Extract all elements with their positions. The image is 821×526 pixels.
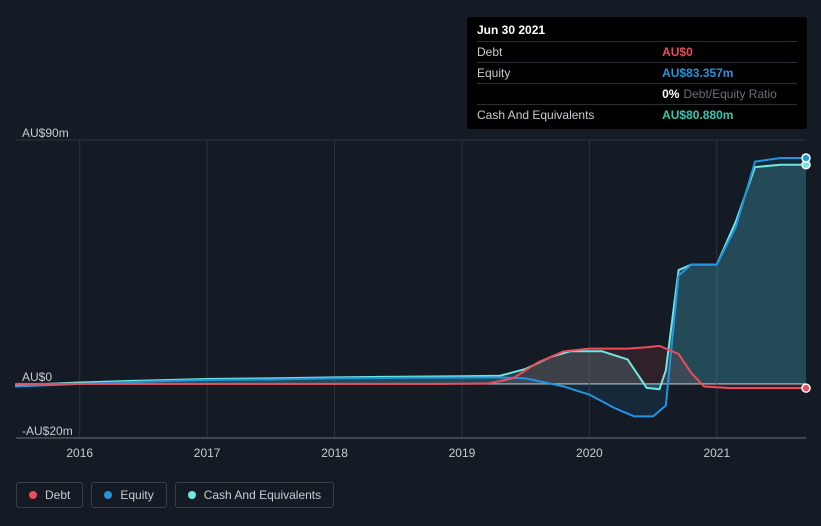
chart-plot (0, 0, 821, 526)
legend-dot-icon (188, 491, 196, 499)
x-tick-label: 2017 (194, 446, 221, 460)
legend-label: Debt (45, 488, 70, 502)
x-tick-label: 2021 (703, 446, 730, 460)
x-tick-label: 2016 (66, 446, 93, 460)
y-tick-label: AU$0 (22, 370, 52, 384)
legend-dot-icon (29, 491, 37, 499)
x-tick-label: 2019 (449, 446, 476, 460)
chart-legend: Debt Equity Cash And Equivalents (16, 482, 334, 508)
legend-item[interactable]: Cash And Equivalents (175, 482, 334, 508)
legend-dot-icon (104, 491, 112, 499)
y-tick-label: -AU$20m (22, 424, 73, 438)
legend-label: Cash And Equivalents (204, 488, 321, 502)
x-tick-label: 2020 (576, 446, 603, 460)
legend-label: Equity (120, 488, 153, 502)
y-tick-label: AU$90m (22, 126, 69, 140)
financial-chart-frame: Jun 30 2021 DebtAU$0EquityAU$83.357m0%De… (0, 0, 821, 526)
x-tick-label: 2018 (321, 446, 348, 460)
legend-item[interactable]: Equity (91, 482, 166, 508)
legend-item[interactable]: Debt (16, 482, 83, 508)
